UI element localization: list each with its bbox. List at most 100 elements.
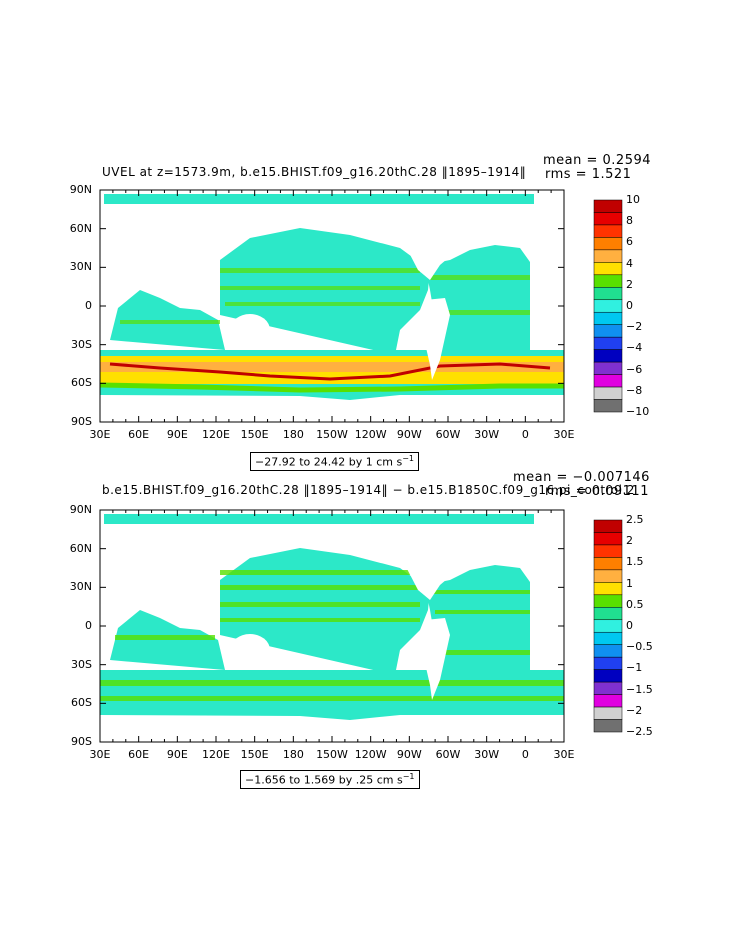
lon-label: 90E: [166, 748, 188, 761]
colorbar-label: −2: [626, 703, 643, 717]
colorbar-swatch: [593, 569, 623, 583]
colorbar-swatch: [593, 336, 623, 350]
mean-label: mean = −0.007146: [513, 470, 650, 485]
band-green: [220, 618, 420, 622]
colorbar-swatch: [593, 299, 623, 313]
colorbar-label: −4: [626, 341, 643, 355]
lon-label: 60W: [435, 748, 461, 761]
acc-jet: [99, 356, 564, 393]
colorbar: [593, 519, 623, 733]
lat-label: 60N: [69, 541, 92, 555]
colorbar-swatch: [593, 669, 623, 683]
map-frame: [99, 189, 565, 423]
colorbar-swatch: [593, 656, 623, 670]
lat-label: 60S: [71, 696, 92, 710]
lon-label: 30E: [553, 428, 575, 441]
colorbar-swatch: [593, 694, 623, 708]
lon-label: 0: [521, 748, 529, 761]
range-box: −27.92 to 24.42 by 1 cm s−1: [250, 452, 420, 471]
band-green: [100, 696, 564, 701]
panel-title: b.e15.BHIST.f09_g16.20thC.28 ‖1895–1914‖…: [102, 483, 635, 497]
band-green: [115, 635, 215, 640]
lon-label: 30E: [553, 748, 575, 761]
land-australia: [230, 634, 270, 666]
panel-diff: b.e15.BHIST.f09_g16.20thC.28 ‖1895–1914‖…: [0, 470, 733, 800]
range-label: −27.92 to 24.42 by 1 cm s: [255, 455, 403, 469]
colorbar-swatch: [593, 212, 623, 226]
colorbar-swatch: [593, 262, 623, 276]
band-green: [220, 286, 420, 290]
colorbar-swatch: [593, 557, 623, 571]
colorbar-label: 0: [626, 299, 633, 312]
lon-label: 90W: [396, 428, 422, 441]
lon-label: 120E: [202, 428, 230, 441]
lon-label: 0: [521, 428, 529, 441]
range-box: −1.656 to 1.569 by .25 cm s−1: [240, 770, 420, 789]
band-green: [430, 590, 530, 594]
band-green: [220, 570, 420, 575]
ocean-atlantic: [425, 565, 530, 700]
colorbar-label: 1.5: [626, 555, 644, 569]
land-north-america: [400, 548, 460, 600]
rms-label: rms = 1.521: [545, 167, 632, 182]
colorbar-label: 2.5: [626, 513, 644, 526]
range-superscript: −1: [402, 454, 415, 463]
colorbar-swatch: [593, 311, 623, 325]
colorbar-swatch: [593, 249, 623, 263]
colorbar-swatch: [593, 199, 623, 213]
ocean-arctic: [104, 194, 534, 204]
lat-label: 30S: [71, 337, 92, 351]
colorbar-swatch: [593, 374, 623, 388]
lat-label: 90N: [69, 183, 92, 196]
panel-uvel: UVEL at z=1573.9m, b.e15.BHIST.f09_g16.2…: [0, 0, 733, 471]
ocean-bands: [120, 268, 530, 324]
colorbar-label: 2: [626, 277, 633, 291]
lon-label: 30E: [89, 748, 111, 761]
colorbar-swatch: [593, 237, 623, 251]
lon-label: 120W: [354, 428, 387, 441]
colorbar-swatch: [593, 719, 623, 733]
colorbar-swatch: [593, 544, 623, 558]
lon-label: 60E: [128, 428, 150, 441]
land-australia: [230, 314, 270, 346]
mean-label: mean = 0.2594: [543, 153, 652, 168]
land-south-america: [422, 298, 450, 380]
colorbar-swatch: [593, 361, 623, 375]
lon-label: 90W: [396, 748, 422, 761]
lat-label: 90S: [71, 735, 92, 748]
colorbar-label: −0.5: [626, 640, 653, 654]
colorbar-swatch: [593, 644, 623, 658]
colorbar-swatch: [593, 519, 623, 533]
map-frame: [99, 509, 565, 743]
lon-label: 180: [282, 428, 304, 441]
colorbar-label: 2: [626, 534, 633, 548]
lon-label: 120E: [202, 748, 230, 761]
lon-label: 150E: [240, 748, 269, 761]
colorbar-swatch: [593, 287, 623, 301]
band-green: [435, 650, 530, 655]
rms-label: rms = 0.09111: [545, 484, 649, 499]
lon-label: 30W: [474, 748, 500, 761]
lon-label: 150E: [240, 428, 269, 441]
lon-label: 120W: [354, 748, 387, 761]
lat-label: 0: [85, 619, 92, 632]
colorbar-swatch: [593, 594, 623, 608]
lat-label: 30N: [69, 580, 92, 594]
colorbar-swatch: [593, 324, 623, 338]
map-plot: [100, 510, 564, 742]
land-masks: [230, 548, 460, 700]
lon-label: 150W: [316, 428, 348, 441]
lon-label: 60W: [435, 428, 461, 441]
colorbar-swatch: [593, 706, 623, 720]
lon-label: 30E: [89, 428, 111, 441]
band-green: [220, 602, 420, 607]
ocean-arctic: [104, 514, 534, 524]
colorbar-label: 10: [626, 193, 640, 206]
ocean-pacific: [220, 228, 430, 355]
jet-band: [100, 362, 564, 372]
ocean-pacific: [220, 548, 430, 675]
colorbar-swatch: [593, 619, 623, 633]
band-green: [225, 302, 420, 306]
colorbar-label: −1.5: [626, 682, 653, 696]
lat-label: 90N: [69, 503, 92, 516]
